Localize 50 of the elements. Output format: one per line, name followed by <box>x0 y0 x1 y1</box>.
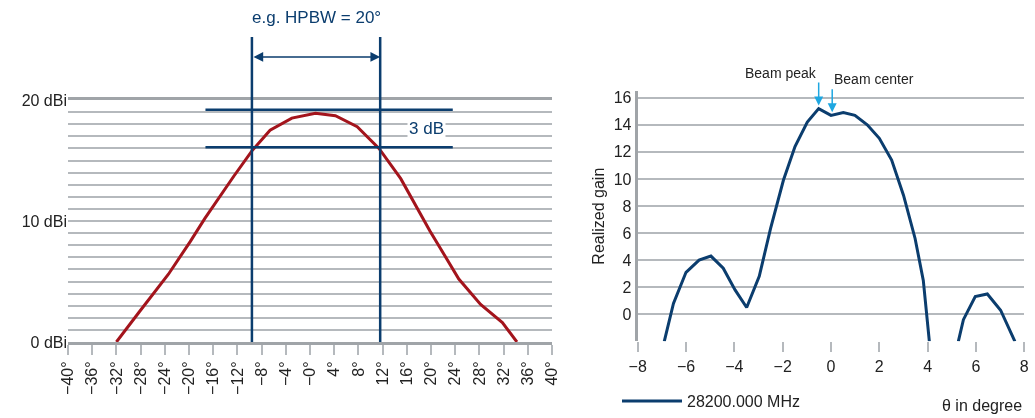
y-tick-label: 16 <box>613 89 632 107</box>
legend-label: 28200.000 MHz <box>687 393 800 411</box>
annotation: Beam peak <box>745 65 817 81</box>
x-tick-label: −20° <box>180 361 198 395</box>
x-tick-label: 36° <box>519 361 536 386</box>
x-tick-label: 4 <box>923 357 933 375</box>
y-tick-label: 8 <box>622 197 632 215</box>
y-tick-label: 10 dBi <box>21 212 67 230</box>
x-tick-label: 0 <box>826 357 836 375</box>
x-tick-label: −4° <box>277 361 294 387</box>
x-tick-label: −24° <box>156 361 173 395</box>
x-axis-title: θ in degree <box>942 397 1023 414</box>
x-tick-label: 40° <box>543 361 561 386</box>
x-tick-label: −36° <box>83 361 101 395</box>
y-tick-label: 4 <box>622 251 632 269</box>
y-axis-title: Realized gain <box>589 167 607 265</box>
x-tick-label: −40° <box>59 361 77 395</box>
y-tick-label: 14 <box>613 116 632 134</box>
x-tick-label: 16° <box>398 361 415 386</box>
x-tick-label: 8 <box>1019 357 1029 375</box>
x-tick-label: −8 <box>628 357 647 375</box>
y-tick-label: 20 dBi <box>21 91 67 109</box>
x-tick-label: −12° <box>228 361 246 395</box>
y-tick-label: 12 <box>613 143 632 161</box>
text: e.g. HPBW = 20° <box>252 8 382 27</box>
x-tick-label: 6 <box>971 357 981 375</box>
x-tick-label: −4 <box>725 357 744 375</box>
x-tick-label: 8° <box>349 361 367 377</box>
x-tick-label: −2 <box>773 357 792 375</box>
x-tick-label: −6 <box>676 357 696 375</box>
y-tick-label: 6 <box>622 224 632 242</box>
x-tick-label: −32° <box>107 361 125 395</box>
line-series <box>114 111 519 342</box>
x-tick-label: 32° <box>494 361 512 386</box>
x-tick-label: −8° <box>252 361 270 387</box>
annotation: Beam center <box>834 71 914 87</box>
x-tick-label: 24° <box>446 361 464 386</box>
y-tick-label: 2 <box>622 278 632 296</box>
x-tick-label: −28° <box>131 361 149 395</box>
x-tick-label: 12° <box>373 361 391 386</box>
y-tick-label: 0 dBi <box>30 333 67 351</box>
y-tick-label: 10 <box>613 170 632 188</box>
annotation: 3 dB <box>409 119 444 138</box>
x-tick-label: 2 <box>874 357 884 375</box>
x-tick-label: −16° <box>204 361 222 395</box>
x-tick-label: 28° <box>470 361 488 386</box>
x-tick-label: 4° <box>325 361 343 377</box>
x-tick-label: −0° <box>301 361 319 387</box>
y-tick-label: 0 <box>622 305 632 323</box>
x-tick-label: 20° <box>422 361 440 386</box>
